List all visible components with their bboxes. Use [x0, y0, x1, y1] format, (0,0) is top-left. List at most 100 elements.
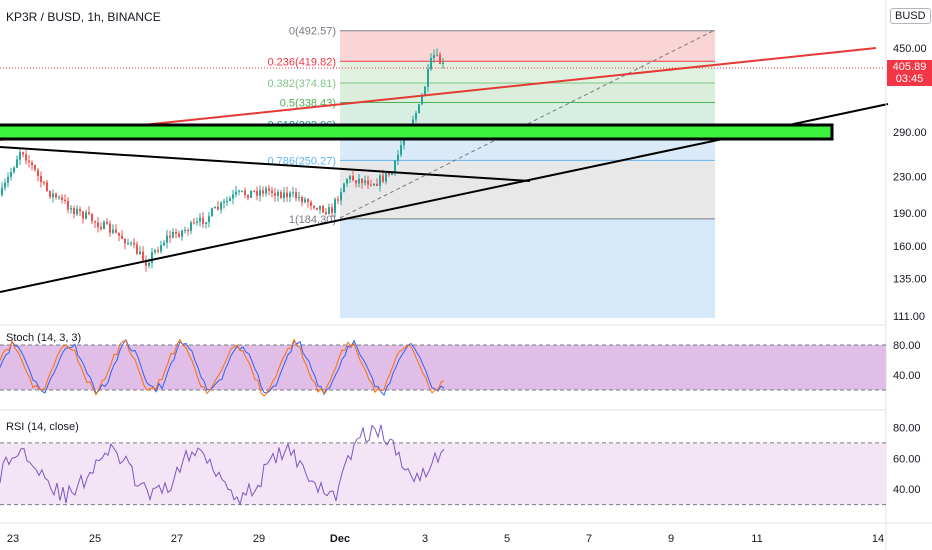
candle-body [256, 191, 258, 196]
candle-body [241, 190, 243, 192]
candle-body [358, 178, 360, 184]
candle-body [337, 199, 339, 201]
chart-title: KP3R / BUSD, 1h, BINANCE [6, 10, 161, 24]
candle-body [391, 172, 393, 175]
candle-body [250, 190, 252, 198]
candle-body [304, 199, 306, 203]
candle-body [145, 260, 147, 266]
candle-body [268, 188, 270, 191]
candle-body [355, 180, 357, 184]
candle-body [211, 208, 213, 217]
candle-body [277, 192, 279, 196]
candle-body [295, 192, 297, 199]
candle-body [1, 187, 3, 195]
candle-body [286, 192, 288, 198]
candle-body [22, 152, 24, 155]
candle-body [283, 192, 285, 199]
time-tick-label: 5 [504, 533, 510, 545]
candle-body [94, 221, 96, 223]
fib-level-label: 0.382(374.81) [268, 78, 337, 90]
rsi-pane[interactable]: RSI (14, close) 80.00 60.00 40.00 [0, 421, 921, 506]
candle-body [187, 229, 189, 232]
currency-badge[interactable]: BUSD [890, 8, 931, 24]
candle-body [271, 190, 273, 194]
candle-body [247, 194, 249, 198]
price-tick-label: 290.00 [893, 127, 927, 139]
time-tick-label: 27 [171, 533, 183, 545]
candle-body [442, 62, 444, 65]
price-tick-label: 135.00 [893, 274, 927, 286]
fibonacci-retracement[interactable]: 0(492.57)0.236(419.82)0.382(374.81)0.5(3… [268, 26, 716, 318]
candle-body [352, 176, 354, 181]
candle-body [85, 212, 87, 219]
indicator-tick-label: 40.00 [893, 484, 921, 496]
candle-body [220, 202, 222, 210]
indicator-series-line [0, 424, 445, 506]
candle-body [181, 230, 183, 237]
candle-body [28, 160, 30, 163]
candle-body [79, 208, 81, 212]
candle-body [43, 182, 45, 184]
price-tick-label: 190.00 [893, 208, 927, 220]
time-tick-label: 7 [586, 533, 592, 545]
fib-zone [340, 83, 715, 103]
candle-body [439, 54, 441, 65]
price-axis[interactable]: 450.00 290.00 230.00 190.00 160.00 135.00 111.… [893, 43, 927, 323]
candle-body [115, 229, 117, 233]
candle-body [34, 165, 36, 170]
candle-body [91, 213, 93, 222]
last-price-badge: 405.89 03:45 [887, 60, 932, 86]
candle-body [361, 178, 363, 184]
drawings[interactable] [0, 29, 889, 293]
candle-body [274, 193, 276, 196]
candle-body [397, 154, 399, 161]
candle-body [238, 190, 240, 192]
fib-level-label: 0(492.57) [289, 26, 336, 38]
candle-body [364, 180, 366, 184]
candle-body [166, 235, 168, 243]
green-support-zone [0, 123, 834, 141]
candle-body [262, 190, 264, 194]
candle-body [82, 211, 84, 219]
candle-body [193, 222, 195, 224]
candle-body [154, 250, 156, 253]
candle-body [301, 196, 303, 203]
fib-level-label: 1(184.30) [289, 214, 336, 226]
candle-body [169, 235, 171, 238]
candle-body [376, 183, 378, 186]
indicator-tick-label: 80.00 [893, 340, 921, 352]
candle-body [127, 242, 129, 244]
stoch-pane[interactable]: Stoch (14, 3, 3) 80.00 40.00 [0, 332, 921, 397]
candle-body [292, 192, 294, 194]
candle-body [67, 201, 69, 210]
candle-body [313, 205, 315, 208]
candle-body [430, 58, 432, 69]
candle-body [370, 184, 372, 186]
candle-body [280, 192, 282, 199]
candle-body [4, 182, 6, 188]
candle-body [7, 176, 9, 183]
candle-body [118, 232, 120, 236]
candle-body [322, 205, 324, 213]
candle-body [10, 171, 12, 177]
candle-body [349, 176, 351, 180]
time-tick-label: 9 [668, 533, 674, 545]
candle-body [367, 180, 369, 185]
fib-zone [340, 102, 715, 125]
candle-body [421, 95, 423, 105]
time-tick-label: 29 [253, 533, 265, 545]
time-tick-label: Dec [330, 533, 350, 545]
candle-body [49, 190, 51, 197]
candle-body [394, 160, 396, 173]
candle-body [163, 242, 165, 246]
candle-body [199, 217, 201, 222]
candle-body [76, 208, 78, 215]
candle-body [124, 238, 126, 244]
indicator-tick-label: 60.00 [893, 453, 921, 465]
candle-body [217, 206, 219, 210]
candle-body [46, 182, 48, 191]
time-axis[interactable]: 23 25 27 29 Dec 3 5 7 9 11 14 [7, 533, 884, 545]
candle-body [202, 217, 204, 224]
candle-body [52, 193, 54, 197]
